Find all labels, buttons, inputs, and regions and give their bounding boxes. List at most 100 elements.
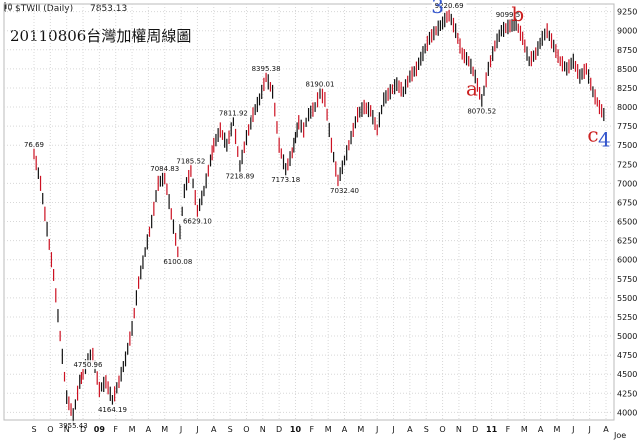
annotation-box	[268, 175, 304, 185]
chart-title: 20110806台灣加權周線圖	[10, 27, 191, 45]
x-tick-label: N	[456, 425, 462, 434]
annotation-box	[222, 171, 258, 181]
x-tick-label: 09	[94, 425, 106, 434]
y-tick-label: 5750	[617, 275, 637, 284]
annotation-box	[215, 108, 251, 118]
annotation-label: 4164.19	[98, 406, 127, 414]
last-value: 7853.13	[90, 4, 127, 14]
x-tick-label: M	[521, 425, 528, 434]
y-tick-label: 8750	[617, 46, 637, 55]
x-tick-label: A	[603, 425, 609, 434]
x-tick-label: S	[228, 425, 233, 434]
annotation-box	[95, 404, 130, 414]
wave-label: b	[511, 2, 524, 26]
wave-label: a	[466, 77, 478, 101]
x-tick-label: J	[375, 425, 378, 434]
x-tick-label: O	[47, 425, 53, 434]
x-tick-label: A	[211, 425, 217, 434]
x-tick-label: J	[391, 425, 394, 434]
x-tick-label: A	[407, 425, 413, 434]
x-tick-label: J	[587, 425, 590, 434]
y-tick-label: 7000	[617, 179, 637, 188]
y-tick-label: 8000	[617, 103, 637, 112]
annotation-box	[180, 216, 215, 226]
x-tick-label: D	[472, 425, 478, 434]
annotation-label: 7218.89	[225, 173, 254, 181]
chart-header: $TWII (Daily) 7853.13	[3, 2, 127, 14]
annotation-box	[492, 10, 524, 20]
x-tick-label: A	[146, 425, 152, 434]
x-tick-label: F	[113, 425, 118, 434]
y-tick-label: 7250	[617, 160, 637, 169]
x-tick-label: D	[80, 425, 86, 434]
y-tick-label: 7750	[617, 122, 637, 131]
price-annotations: 76.69 4750.96 3955.43 4164.19 7084.83 6100.08…	[21, 0, 524, 430]
annotation-box	[173, 156, 209, 166]
x-tick-label: F	[310, 425, 315, 434]
y-tick-label: 4500	[617, 370, 637, 379]
x-tick-label: D	[276, 425, 282, 434]
x-tick-label: A	[538, 425, 544, 434]
y-tick-label: 4250	[617, 389, 637, 398]
annotation-label: 9099.5	[496, 11, 521, 19]
x-tick-label: S	[424, 425, 429, 434]
annotation-label: 6629.10	[183, 218, 212, 226]
y-tick-label: 8250	[617, 84, 637, 93]
x-tick-label: F	[506, 425, 511, 434]
x-tick-label: N	[64, 425, 70, 434]
wave-label: 4	[598, 128, 611, 152]
annotation-label: 3955.43	[59, 422, 88, 430]
annotation-label: 8070.52	[467, 108, 496, 116]
y-tick-label: 6750	[617, 198, 637, 207]
price-series	[33, 6, 605, 424]
annotation-box	[464, 106, 500, 116]
x-tick-label: M	[161, 425, 168, 434]
x-tick-label: A	[342, 425, 348, 434]
x-tick-label: 10	[290, 425, 302, 434]
x-tick-label: O	[243, 425, 249, 434]
wave-labels: 3 a b c 4	[431, 0, 610, 152]
x-tick-label: M	[357, 425, 364, 434]
x-tick-label: S	[31, 425, 36, 434]
annotation-label: 4750.96	[73, 361, 102, 369]
wave-label: 3	[431, 0, 444, 18]
y-axis: 4000 4250 4500 4750 5000 5250 5500 5750 6000 6250…	[617, 8, 637, 418]
annotation-box	[147, 163, 183, 173]
y-tick-label: 6250	[617, 237, 637, 246]
plot-area	[3, 3, 615, 421]
x-tick-label: 11	[486, 425, 498, 434]
watermark: Joe	[613, 431, 626, 440]
x-tick-label: M	[129, 425, 136, 434]
annotation-box	[327, 185, 362, 195]
symbol-label: $TWII (Daily)	[15, 4, 73, 14]
annotation-label: 8190.01	[306, 81, 335, 89]
y-tick-label: 8500	[617, 65, 637, 74]
annotation-label: 6100.08	[163, 258, 192, 266]
y-tick-label: 9250	[617, 8, 637, 17]
grid-lines	[4, 4, 614, 420]
annotation-box	[55, 420, 91, 430]
x-tick-label: M	[325, 425, 332, 434]
annotation-box	[70, 360, 106, 370]
y-tick-label: 6000	[617, 256, 637, 265]
annotation-label: 7811.92	[219, 109, 248, 117]
x-tick-label: N	[260, 425, 266, 434]
y-tick-label: 4750	[617, 351, 637, 360]
x-axis: S O N D 09 F M A M J J A S O N D 10 F M A M J J A S O N D 11 F M A M J J A	[31, 425, 609, 434]
x-tick-label: J	[179, 425, 182, 434]
annotation-box	[21, 139, 47, 149]
annotation-label: 7084.83	[150, 165, 179, 173]
annotation-label: 76.69	[24, 141, 44, 149]
annotation-label: 7173.18	[271, 176, 300, 184]
y-tick-label: 5000	[617, 332, 637, 341]
annotation-label: 7032.40	[330, 187, 359, 195]
y-tick-label: 5250	[617, 313, 637, 322]
x-tick-label: J	[571, 425, 574, 434]
annotation-box	[302, 79, 338, 89]
x-tick-label: O	[439, 425, 445, 434]
y-tick-label: 7500	[617, 141, 637, 150]
y-tick-label: 5500	[617, 294, 637, 303]
annotation-label: 8395.38	[252, 65, 281, 73]
x-tick-label: M	[554, 425, 561, 434]
